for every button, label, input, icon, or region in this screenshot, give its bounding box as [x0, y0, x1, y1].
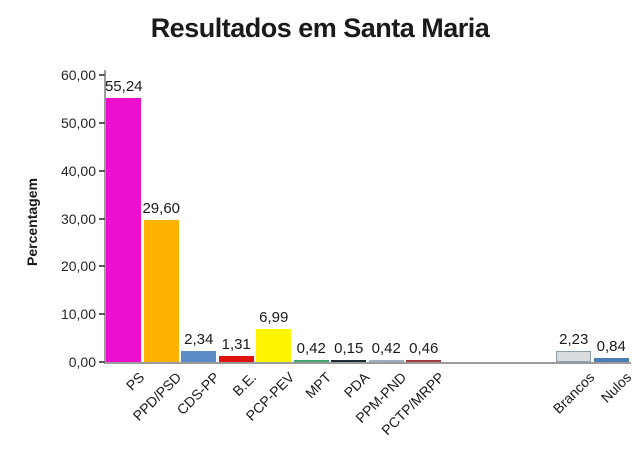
chart-title: Resultados em Santa Maria — [150, 13, 490, 43]
bar-pctp-mrpp — [406, 360, 442, 362]
y-tick-mark — [99, 169, 105, 172]
y-tick-label: 40,00 — [60, 162, 96, 179]
bar-value-label: 0,42 — [296, 340, 326, 357]
bar-value-label: 2,23 — [559, 331, 589, 348]
bar-value-label: 29,60 — [142, 200, 181, 217]
bar-ppd-psd — [143, 220, 179, 362]
y-tick-mark — [99, 217, 105, 220]
bar-value-label: 6,99 — [259, 309, 289, 326]
y-axis-line — [104, 70, 106, 364]
bar-brancos — [556, 351, 592, 362]
bar-value-label: 0,84 — [596, 338, 626, 355]
bar-value-label: 55,24 — [104, 78, 143, 95]
y-tick-label: 0,00 — [68, 354, 96, 370]
y-tick-mark — [99, 361, 105, 363]
bar-value-label: 0,42 — [371, 340, 401, 357]
y-tick-mark — [99, 74, 105, 76]
y-tick-mark — [99, 313, 105, 316]
bar-nulos — [593, 358, 629, 362]
bar-ps — [106, 98, 142, 362]
y-tick-mark — [99, 121, 105, 124]
bar-mpt — [293, 360, 329, 362]
x-axis-line — [104, 362, 631, 364]
bar-b-e- — [218, 356, 254, 362]
bar-ppm-pnd — [368, 360, 404, 362]
y-tick-label: 20,00 — [60, 258, 96, 275]
bar-pcp-pev — [256, 329, 292, 362]
y-tick-label: 10,00 — [60, 306, 96, 323]
bar-value-label: 1,31 — [221, 336, 251, 353]
bar-value-label: 0,15 — [334, 340, 364, 357]
bar-pda — [331, 360, 367, 362]
bar-value-label: 2,34 — [184, 331, 214, 348]
bar-value-label: 0,46 — [409, 340, 439, 357]
y-tick-label: 30,00 — [60, 210, 96, 227]
y-tick-label: 60,00 — [60, 67, 96, 83]
bar-cds-pp — [181, 351, 217, 362]
y-tick-mark — [99, 265, 105, 268]
y-tick-label: 50,00 — [60, 114, 96, 131]
y-axis-title: Percentagem — [24, 178, 40, 266]
